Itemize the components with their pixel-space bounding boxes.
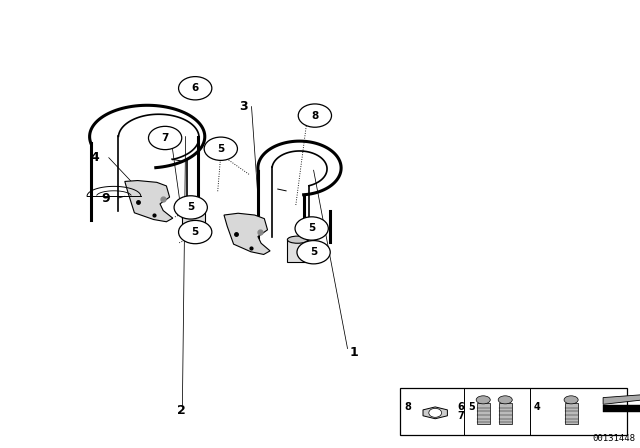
Circle shape <box>298 104 332 127</box>
Circle shape <box>179 77 212 100</box>
Circle shape <box>429 409 442 418</box>
Polygon shape <box>603 393 640 404</box>
Circle shape <box>297 241 330 264</box>
Bar <box>182 211 205 237</box>
Bar <box>603 405 640 412</box>
Text: 5: 5 <box>187 202 195 212</box>
Text: 5: 5 <box>191 227 199 237</box>
Text: 1: 1 <box>349 346 358 359</box>
Ellipse shape <box>182 207 205 215</box>
Text: 4: 4 <box>90 151 99 164</box>
Text: 4: 4 <box>534 402 541 413</box>
Polygon shape <box>423 407 447 419</box>
Text: 7: 7 <box>458 410 464 421</box>
Text: 5: 5 <box>308 224 316 233</box>
Circle shape <box>174 196 207 219</box>
Circle shape <box>148 126 182 150</box>
Circle shape <box>179 220 212 244</box>
Ellipse shape <box>287 236 308 243</box>
Ellipse shape <box>564 396 578 404</box>
Text: 3: 3 <box>239 100 248 113</box>
Text: 9: 9 <box>101 191 110 205</box>
Text: 6: 6 <box>191 83 199 93</box>
Text: 8: 8 <box>404 402 411 413</box>
Text: 5: 5 <box>468 402 475 413</box>
Bar <box>499 403 511 425</box>
Circle shape <box>295 217 328 240</box>
Ellipse shape <box>498 396 512 404</box>
Text: 00131448: 00131448 <box>593 434 636 443</box>
Polygon shape <box>125 181 173 222</box>
Text: 7: 7 <box>161 133 169 143</box>
Bar <box>564 403 577 425</box>
Bar <box>287 240 308 262</box>
Text: 6: 6 <box>458 401 464 412</box>
Circle shape <box>204 137 237 160</box>
Text: 8: 8 <box>311 111 319 121</box>
Polygon shape <box>224 213 270 254</box>
Ellipse shape <box>476 396 490 404</box>
Bar <box>477 403 490 425</box>
Text: 2: 2 <box>177 404 186 418</box>
Text: 5: 5 <box>217 144 225 154</box>
Text: 5: 5 <box>310 247 317 257</box>
Bar <box>400 388 627 435</box>
